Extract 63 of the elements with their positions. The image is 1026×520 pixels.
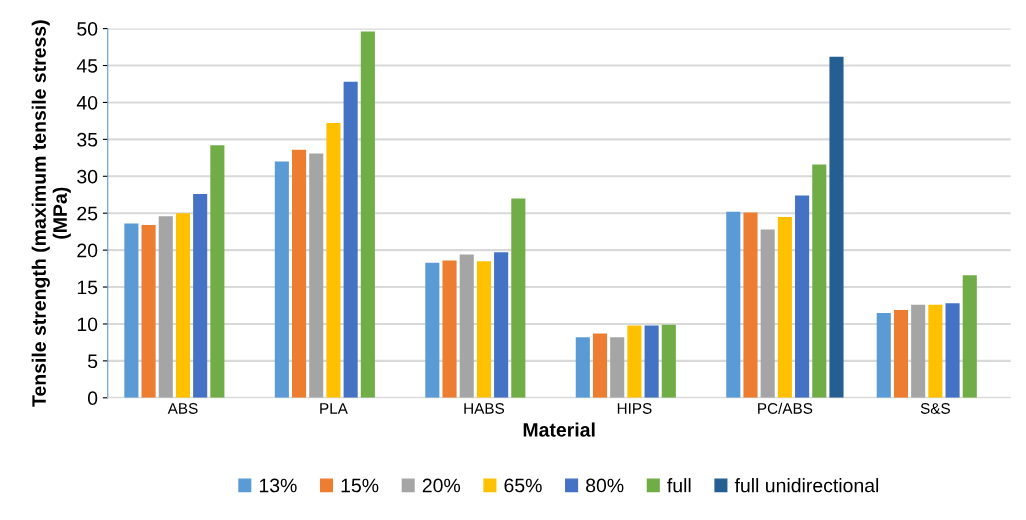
bar	[124, 223, 139, 398]
bar	[911, 304, 926, 398]
bar	[210, 145, 225, 398]
legend-label: 20%	[422, 478, 461, 493]
legend-label: full unidirectional	[734, 478, 879, 493]
legend-label: 13%	[259, 478, 297, 493]
y-axis-title: Tensile strength (maximum tensile stress) (MPa)	[31, 20, 71, 407]
y-tick-label: 20	[77, 243, 98, 258]
bar	[962, 275, 977, 398]
x-tick-label: HIPS	[617, 403, 652, 414]
legend-label: 65%	[504, 478, 542, 493]
bar	[425, 262, 440, 398]
bar	[511, 198, 526, 398]
y-tick-label: 50	[77, 22, 98, 36]
bar	[158, 216, 173, 398]
bar	[760, 229, 775, 398]
y-tick-label: 45	[76, 59, 98, 73]
y-tick-label: 35	[77, 132, 98, 147]
y-tick-label: 15	[77, 280, 98, 295]
bar	[627, 325, 642, 398]
bar	[292, 149, 307, 398]
legend-label: full	[667, 478, 691, 493]
y-tick-label: 30	[77, 169, 98, 184]
bar	[360, 31, 375, 398]
bar	[661, 324, 676, 398]
x-tick-label: ABS	[167, 403, 198, 414]
y-tick-label: 5	[87, 354, 98, 369]
bar	[876, 312, 891, 398]
bar	[812, 164, 827, 398]
y-tick-label: 10	[77, 317, 98, 332]
bar	[175, 213, 191, 398]
x-tick-label: HABS	[464, 403, 505, 414]
bar	[309, 153, 324, 398]
y-tick-label: 0	[87, 391, 98, 406]
bar	[777, 216, 792, 398]
legend-label: 80%	[586, 478, 624, 493]
bar	[829, 56, 844, 398]
bar	[343, 81, 358, 398]
bar	[494, 252, 509, 398]
bar	[193, 194, 208, 398]
bar	[644, 325, 659, 398]
x-tick-label: PC/ABS	[758, 402, 813, 414]
bar	[141, 225, 156, 398]
x-axis-title: Material	[523, 422, 595, 437]
x-tick-label: PLA	[320, 403, 348, 414]
bar	[459, 254, 474, 398]
bar	[945, 303, 960, 398]
bar	[575, 337, 590, 398]
legend-label: 15%	[341, 478, 379, 493]
bar	[928, 304, 943, 398]
x-tick-label: S&S	[920, 403, 950, 414]
bar	[893, 309, 909, 398]
bar	[592, 333, 608, 398]
bar	[326, 123, 341, 398]
bar	[274, 161, 289, 398]
bar	[743, 212, 758, 398]
bar	[610, 337, 625, 398]
bar	[726, 211, 741, 398]
y-tick-label: 40	[76, 95, 98, 110]
bar	[476, 261, 491, 398]
bar	[442, 260, 457, 398]
bar	[795, 195, 810, 398]
y-tick-label: 25	[77, 206, 98, 221]
